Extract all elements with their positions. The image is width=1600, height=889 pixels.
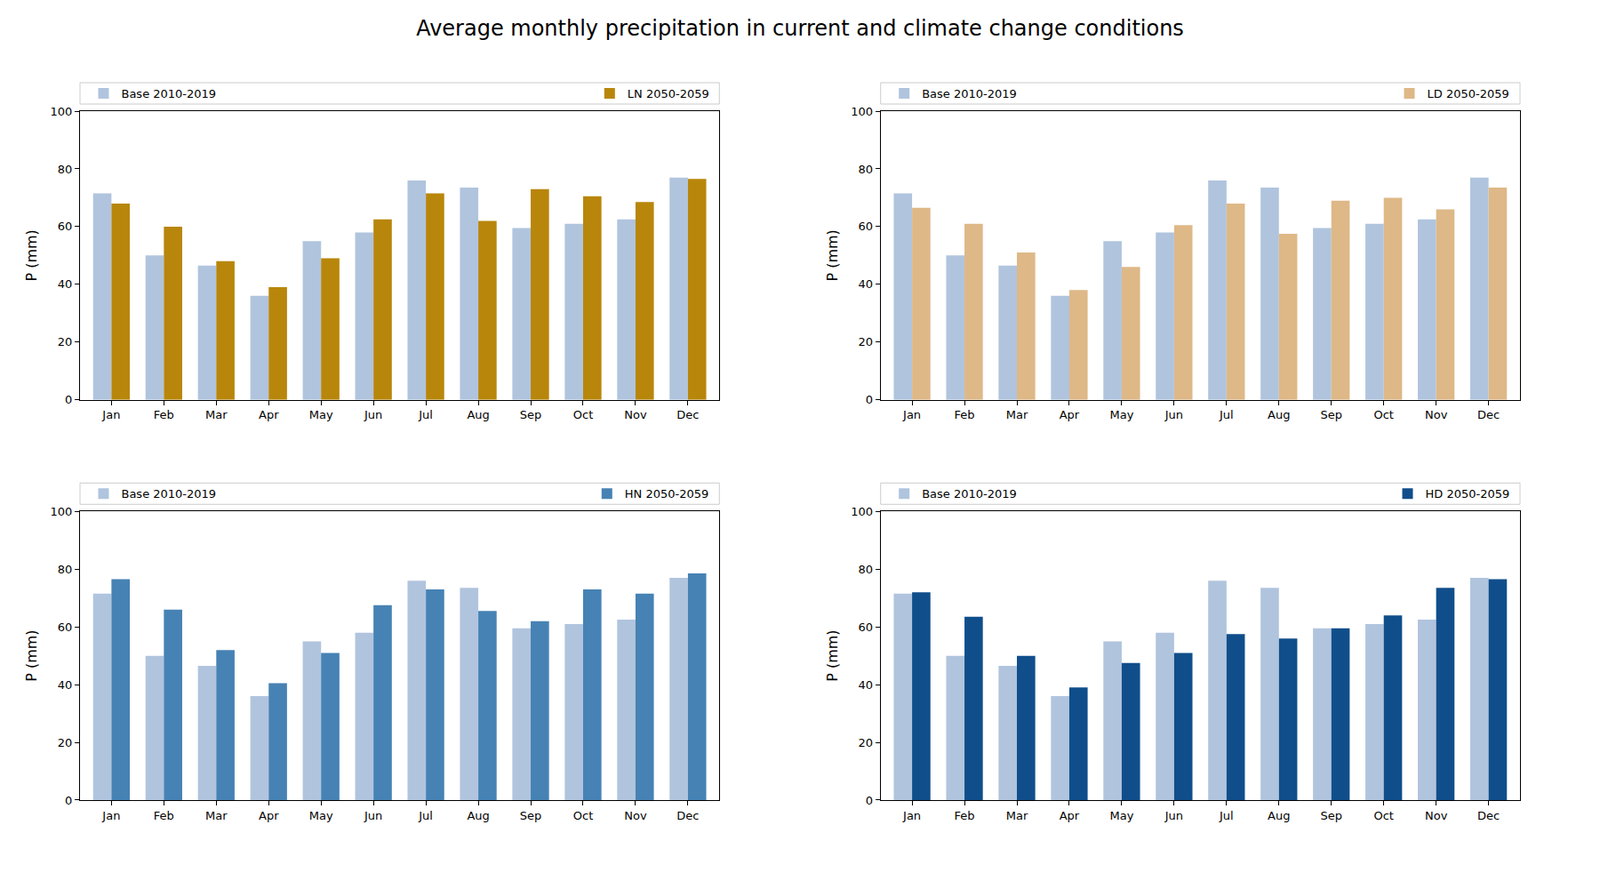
svg-text:Mar: Mar	[205, 408, 228, 422]
svg-text:Dec: Dec	[676, 808, 699, 823]
svg-text:100: 100	[850, 104, 873, 119]
svg-text:Oct: Oct	[1373, 408, 1393, 422]
svg-text:Nov: Nov	[1424, 808, 1448, 823]
svg-text:Dec: Dec	[1477, 408, 1500, 422]
svg-text:Jun: Jun	[1164, 408, 1184, 422]
svg-text:HN 2050-2059: HN 2050-2059	[624, 487, 710, 501]
svg-text:Average monthly precipitation: Average monthly precipitation in current…	[416, 16, 1184, 41]
svg-text:Apr: Apr	[258, 408, 280, 422]
svg-text:Jan: Jan	[101, 808, 120, 823]
svg-text:40: 40	[57, 678, 73, 692]
svg-text:Nov: Nov	[624, 808, 648, 823]
svg-text:Jul: Jul	[1218, 408, 1234, 422]
svg-text:Jun: Jun	[363, 408, 383, 422]
svg-text:P (mm): P (mm)	[23, 229, 40, 281]
svg-text:0: 0	[865, 793, 873, 808]
svg-text:Oct: Oct	[1373, 808, 1393, 823]
svg-text:Sep: Sep	[520, 808, 543, 823]
svg-text:20: 20	[57, 335, 73, 349]
svg-text:May: May	[309, 808, 334, 823]
svg-text:Oct: Oct	[573, 808, 593, 823]
svg-text:Mar: Mar	[1006, 808, 1029, 823]
svg-text:Feb: Feb	[954, 808, 976, 823]
svg-text:Base 2010-2019: Base 2010-2019	[921, 487, 1017, 501]
svg-text:20: 20	[57, 736, 73, 750]
svg-text:Aug: Aug	[1267, 808, 1290, 823]
svg-text:Jul: Jul	[417, 808, 433, 823]
svg-text:HD 2050-2059: HD 2050-2059	[1425, 487, 1511, 501]
svg-text:LD 2050-2059: LD 2050-2059	[1427, 87, 1510, 101]
svg-text:Apr: Apr	[1059, 408, 1080, 422]
svg-text:P (mm): P (mm)	[824, 629, 841, 681]
svg-text:0: 0	[865, 392, 873, 407]
svg-text:Dec: Dec	[1477, 808, 1500, 823]
svg-text:100: 100	[850, 504, 873, 519]
svg-text:Jan: Jan	[101, 408, 120, 422]
svg-text:May: May	[309, 408, 334, 422]
svg-text:20: 20	[858, 736, 874, 750]
svg-text:Jul: Jul	[1218, 808, 1234, 823]
svg-text:LN 2050-2059: LN 2050-2059	[627, 87, 710, 101]
svg-text:Base 2010-2019: Base 2010-2019	[120, 487, 216, 501]
svg-text:Oct: Oct	[573, 408, 593, 422]
svg-text:Aug: Aug	[1267, 408, 1290, 422]
svg-text:May: May	[1109, 808, 1134, 823]
svg-text:Nov: Nov	[624, 408, 648, 422]
svg-text:Base 2010-2019: Base 2010-2019	[921, 87, 1017, 101]
svg-text:P (mm): P (mm)	[824, 229, 841, 281]
svg-text:20: 20	[858, 335, 874, 349]
svg-text:40: 40	[858, 678, 874, 692]
svg-text:100: 100	[50, 504, 73, 519]
svg-text:Jun: Jun	[1164, 808, 1184, 823]
svg-text:Feb: Feb	[954, 408, 976, 422]
svg-text:60: 60	[858, 620, 874, 634]
svg-text:80: 80	[858, 562, 874, 576]
svg-text:Jul: Jul	[417, 408, 433, 422]
svg-text:Jan: Jan	[902, 808, 921, 823]
svg-text:Apr: Apr	[258, 808, 280, 823]
svg-text:Dec: Dec	[676, 408, 699, 422]
svg-text:Apr: Apr	[1059, 808, 1080, 823]
svg-text:Jun: Jun	[363, 808, 383, 823]
svg-text:80: 80	[57, 161, 73, 176]
svg-text:Base 2010-2019: Base 2010-2019	[120, 87, 216, 101]
svg-text:Sep: Sep	[520, 408, 543, 422]
svg-text:Feb: Feb	[153, 808, 175, 823]
svg-text:Sep: Sep	[1320, 408, 1343, 422]
svg-text:80: 80	[57, 562, 73, 576]
svg-text:80: 80	[858, 161, 874, 176]
svg-text:Sep: Sep	[1320, 808, 1343, 823]
svg-text:May: May	[1109, 408, 1134, 422]
svg-text:100: 100	[50, 104, 73, 119]
svg-text:40: 40	[57, 277, 73, 291]
svg-text:Feb: Feb	[153, 408, 175, 422]
svg-text:Nov: Nov	[1424, 408, 1448, 422]
svg-text:40: 40	[858, 277, 874, 291]
svg-text:60: 60	[858, 219, 874, 233]
svg-text:60: 60	[57, 620, 73, 634]
svg-text:0: 0	[64, 392, 72, 407]
svg-text:Mar: Mar	[1006, 408, 1029, 422]
svg-text:P (mm): P (mm)	[23, 629, 40, 681]
svg-text:60: 60	[57, 219, 73, 233]
svg-text:Aug: Aug	[466, 408, 489, 422]
svg-text:Aug: Aug	[466, 808, 489, 823]
svg-text:Mar: Mar	[205, 808, 228, 823]
svg-text:0: 0	[64, 793, 72, 808]
svg-text:Jan: Jan	[902, 408, 921, 422]
